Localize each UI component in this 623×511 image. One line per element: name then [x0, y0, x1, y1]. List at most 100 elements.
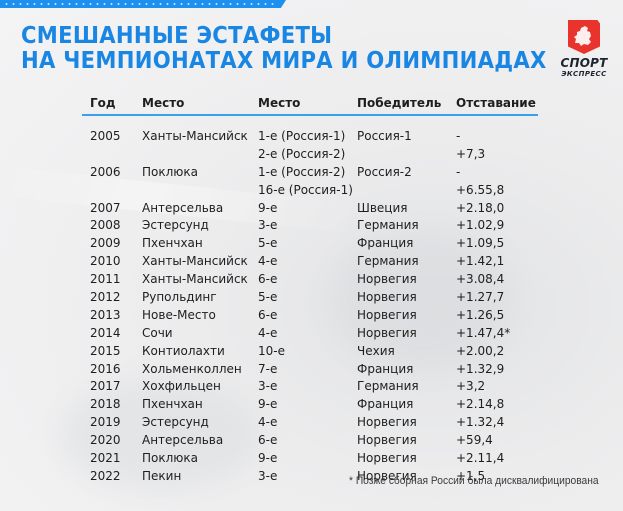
mixed-relay-results-table: Год Место Место Победитель Отставание 20… [82, 92, 538, 485]
cell-winner: Норвегия [357, 307, 417, 322]
cell-gap: +7,3 [456, 146, 486, 161]
column-header-gap: Отставание [456, 92, 538, 116]
cell-year: 2014 [90, 325, 121, 340]
cell-year: 2021 [90, 450, 121, 465]
logo-text-express: ЭКСПРЕСС [561, 70, 607, 78]
cell-gap: +6.55,8 [456, 182, 505, 197]
cell-year: 2022 [90, 468, 121, 483]
title-line-1: Смешанные эстафеты [21, 23, 333, 49]
table-row: 2016 Хольменколлен 7-е Франция +1.32,9 [82, 360, 538, 378]
cell-winner: Норвегия [357, 433, 417, 448]
table-header-row: Год Место Место Победитель Отставание [82, 92, 538, 116]
logo-text-sport: СПОРТ [560, 56, 608, 70]
cell-winner [357, 181, 456, 199]
table-spacer [82, 115, 538, 127]
cell-gap: +3,2 [456, 379, 486, 394]
cell-place: 3-е [258, 468, 278, 483]
cell-gap: +1.47,4* [456, 325, 511, 340]
background-texture [60, 380, 260, 490]
cell-venue: Эстерсунд [142, 218, 209, 233]
cell-venue: Антерсельва [142, 200, 224, 215]
cell-venue: Эстерсунд [142, 415, 209, 430]
cell-place: 2-е (Россия-2) [258, 146, 346, 161]
cell-year: 2020 [90, 433, 121, 448]
cell-winner [357, 145, 456, 163]
cell-winner: Норвегия [357, 289, 417, 304]
column-header-winner: Победитель [357, 92, 456, 116]
cell-venue [142, 145, 258, 163]
cell-year: 2005 [90, 128, 121, 143]
cell-winner: Франция [357, 236, 414, 251]
cell-venue: Поклюка [142, 450, 198, 465]
cell-gap: +1.42,1 [456, 254, 505, 269]
cell-gap: +2.11,4 [456, 450, 505, 465]
cell-gap: +1,5 [456, 468, 486, 483]
cell-venue: Рупольдинг [142, 289, 217, 304]
cell-year: 2008 [90, 218, 121, 233]
cell-year: 2010 [90, 254, 121, 269]
table-row: 2007 Антерсельва 9-е Швеция +2.18,0 [82, 199, 538, 217]
cell-gap: +1.02,9 [456, 218, 505, 233]
table-row: 2013 Нове-Место 6-е Норвегия +1.26,5 [82, 306, 538, 324]
cell-winner: Чехия [357, 343, 395, 358]
cell-venue: Поклюка [142, 164, 198, 179]
cell-gap: +1.27,7 [456, 289, 505, 304]
cell-year: 2018 [90, 397, 121, 412]
table-row: 2008 Эстерсунд 3-е Германия +1.02,9 [82, 216, 538, 234]
cell-venue: Пхенчхан [142, 397, 203, 412]
cell-place: 10-е [258, 343, 285, 358]
cell-venue: Ханты-Мансийск [142, 128, 248, 143]
cell-venue: Контиолахти [142, 343, 225, 358]
cell-gap: +1.09,5 [456, 236, 505, 251]
cell-venue: Нове-Место [142, 307, 216, 322]
cell-winner: Норвегия [357, 468, 417, 483]
cell-place: 3-е [258, 218, 278, 233]
cell-venue: Хохфильцен [142, 379, 221, 394]
table-row: 2-е (Россия-2) +7,3 [82, 145, 538, 163]
cell-place: 3-е [258, 379, 278, 394]
table-row: 2014 Сочи 4-е Норвегия +1.47,4* [82, 324, 538, 342]
cell-winner: Германия [357, 379, 419, 394]
cell-year: 2007 [90, 200, 121, 215]
table-row: 2019 Эстерсунд 4-е Норвегия +1.32,4 [82, 413, 538, 431]
top-accent-stripe [0, 0, 286, 8]
cell-venue: Сочи [142, 325, 173, 340]
footnote: * Позже сборная России была дисквалифици… [349, 475, 599, 487]
cell-venue: Хольменколлен [142, 361, 242, 376]
cell-gap: - [456, 128, 461, 143]
cell-winner: Норвегия [357, 415, 417, 430]
table-row: 2010 Ханты-Мансийск 4-е Германия +1.42,1 [82, 252, 538, 270]
page-title: Смешанные эстафеты на чемпионатах мира и… [21, 24, 547, 74]
cell-winner: Франция [357, 397, 414, 412]
cell-year: 2011 [90, 272, 121, 287]
column-header-venue: Место [142, 92, 258, 116]
cell-winner: Швеция [357, 200, 408, 215]
cell-winner: Германия [357, 254, 419, 269]
cell-place: 7-е [258, 361, 278, 376]
cell-year [82, 145, 142, 163]
cell-year: 2013 [90, 307, 121, 322]
table-row: 2011 Ханты-Мансийск 6-е Норвегия +3.08,4 [82, 270, 538, 288]
table-row: 2017 Хохфильцен 3-е Германия +3,2 [82, 377, 538, 395]
cell-venue [142, 181, 258, 199]
cell-year: 2015 [90, 343, 121, 358]
cell-place: 16-е (Россия-1) [258, 182, 353, 197]
cell-gap: +2.14,8 [456, 397, 505, 412]
cell-venue: Пекин [142, 468, 182, 483]
cell-year: 2019 [90, 415, 121, 430]
cell-year: 2009 [90, 236, 121, 251]
cell-place: 6-е [258, 272, 278, 287]
cell-place: 4-е [258, 325, 278, 340]
cell-gap: +2.00,2 [456, 343, 505, 358]
sport-express-logo: СПОРТ ЭКСПРЕСС [556, 20, 612, 80]
cell-winner: Россия-1 [357, 128, 412, 143]
column-header-year: Год [82, 92, 142, 116]
sport-express-badge-icon [568, 20, 600, 54]
cell-place: 6-е [258, 433, 278, 448]
cell-year [82, 181, 142, 199]
cell-gap: - [456, 164, 461, 179]
title-line-2: на чемпионатах мира и Олимпиадах [21, 48, 547, 74]
cell-year: 2006 [90, 164, 121, 179]
cell-gap: +3.08,4 [456, 272, 505, 287]
cell-place: 9-е [258, 450, 278, 465]
